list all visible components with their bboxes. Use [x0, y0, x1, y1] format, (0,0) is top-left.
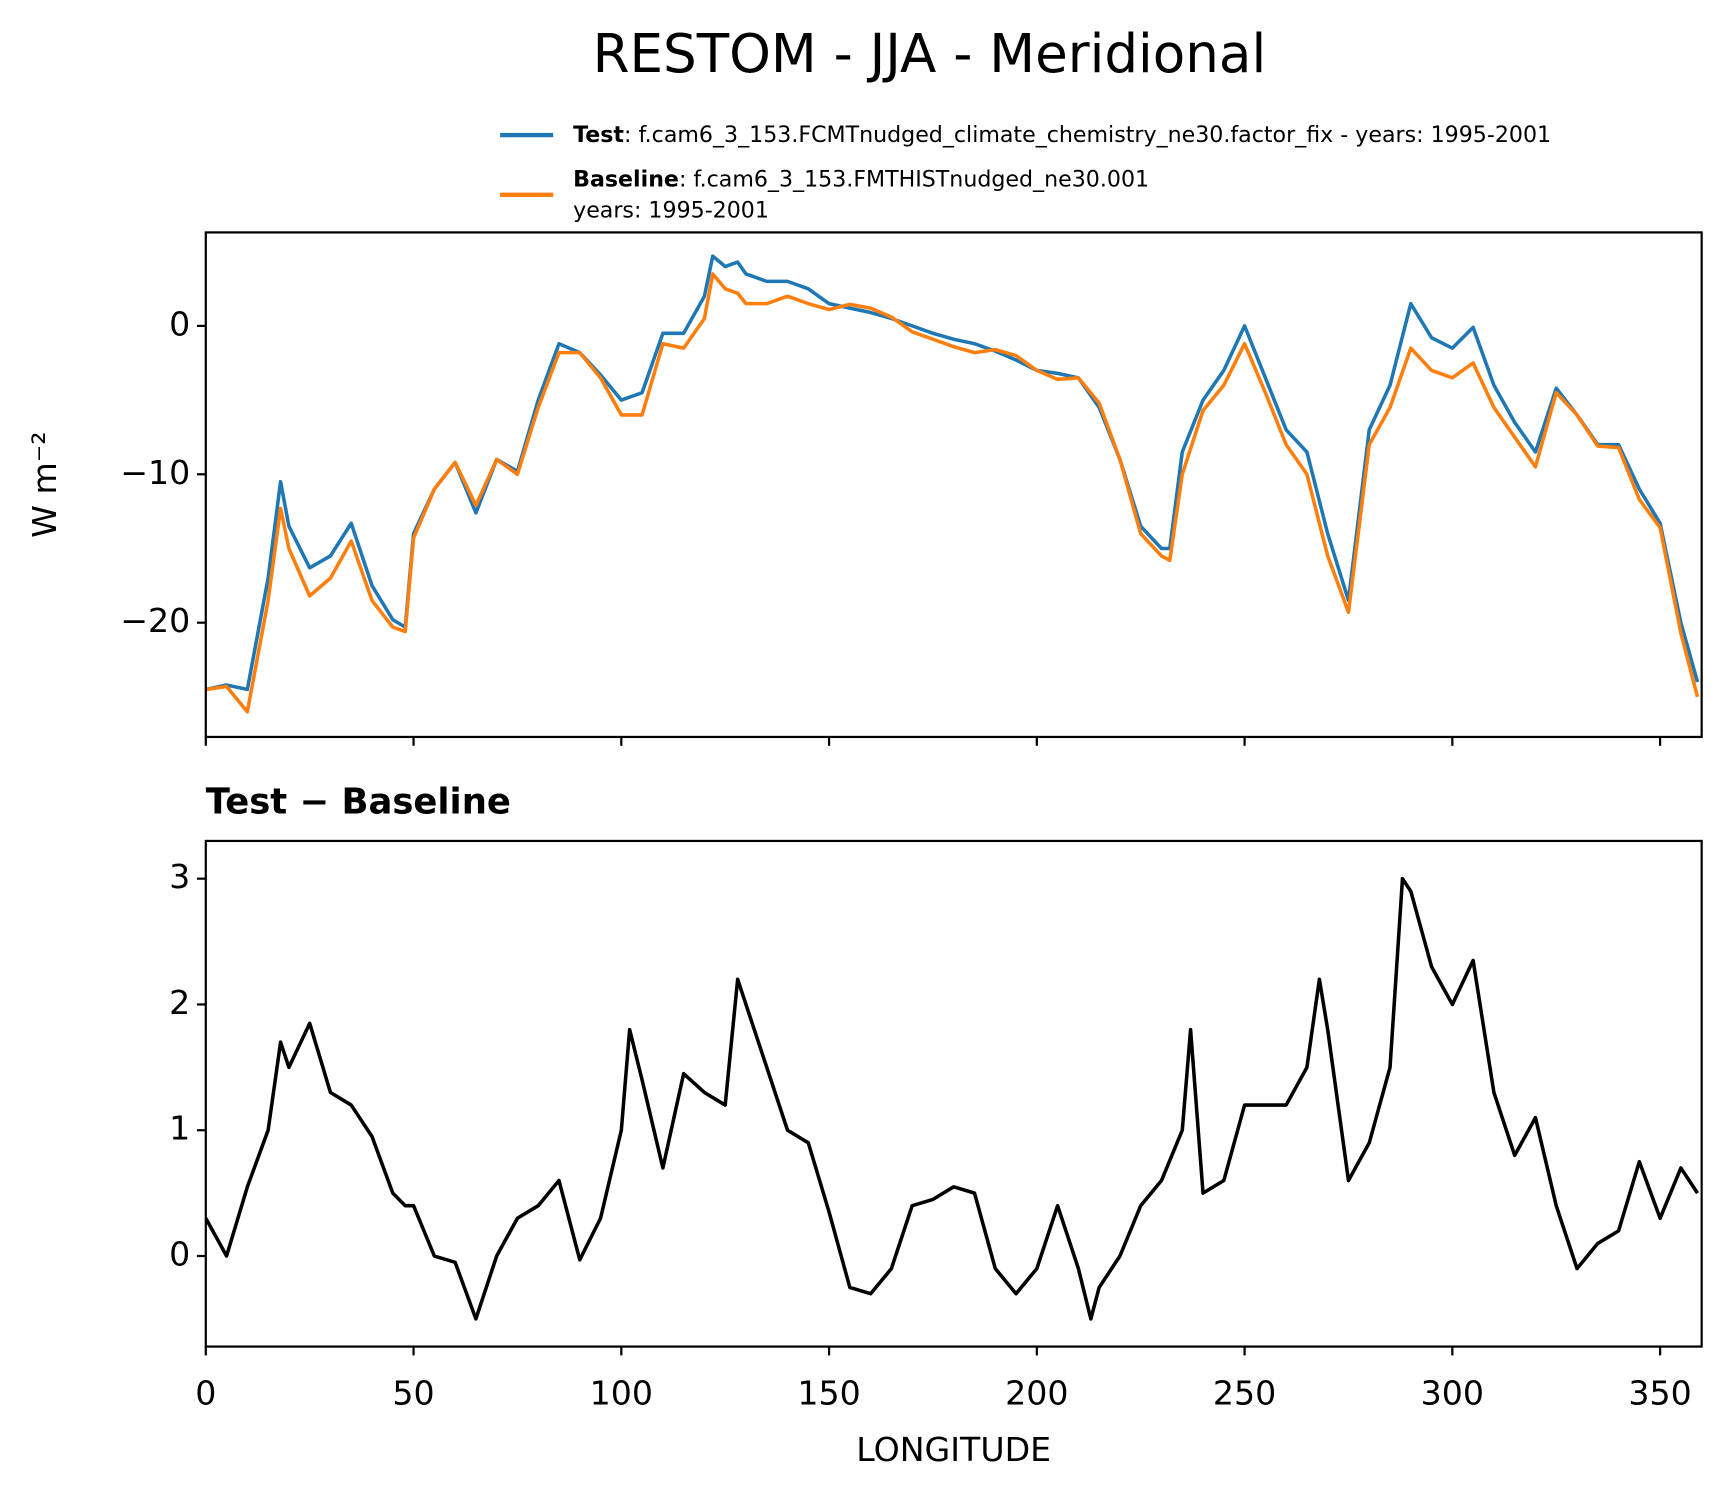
y-tick-label: 0 [169, 304, 190, 343]
data-line [205, 876, 1699, 1321]
y-tick-label: 0 [169, 1235, 190, 1274]
legend-entry: Test: f.cam6_3_153.FCMTnudged_climate_ch… [573, 122, 1551, 148]
y-tick-label: −10 [120, 453, 190, 492]
legend-name: Baseline [573, 166, 679, 192]
legend-description: years: 1995-2001 [573, 197, 769, 223]
x-tick-label: 0 [195, 1374, 216, 1413]
x-tick-label: 350 [1628, 1374, 1691, 1413]
data-line [205, 254, 1700, 692]
x-tick-label: 100 [590, 1374, 653, 1413]
axes-frame [204, 839, 1703, 1348]
x-tick-label: 50 [392, 1374, 434, 1413]
x-tick-label: 150 [797, 1374, 860, 1413]
legend-entry: Baseline: f.cam6_3_153.FMTHISTnudged_ne3… [573, 166, 1149, 223]
x-tick-label: 200 [1005, 1374, 1068, 1413]
legend-description: : f.cam6_3_153.FMTHISTnudged_ne30.001 [679, 166, 1149, 192]
x-tick-label: 250 [1213, 1374, 1276, 1413]
legend-name: Test [573, 122, 624, 148]
axes-frame [204, 231, 1703, 739]
y-tick-label: 2 [169, 983, 190, 1022]
x-axis-label: LONGITUDE [856, 1430, 1051, 1469]
y-tick-label: −20 [120, 601, 190, 640]
data-line [205, 272, 1700, 714]
x-tick-label: 300 [1421, 1374, 1484, 1413]
y-tick-label: 3 [169, 857, 190, 896]
y-axis-label: W m⁻² [25, 431, 64, 538]
y-tick-label: 1 [169, 1109, 190, 1148]
legend-description: : f.cam6_3_153.FCMTnudged_climate_chemis… [624, 122, 1551, 148]
chart-title: RESTOM - JJA - Meridional [593, 23, 1267, 85]
subplot-title: Test − Baseline [206, 781, 511, 822]
